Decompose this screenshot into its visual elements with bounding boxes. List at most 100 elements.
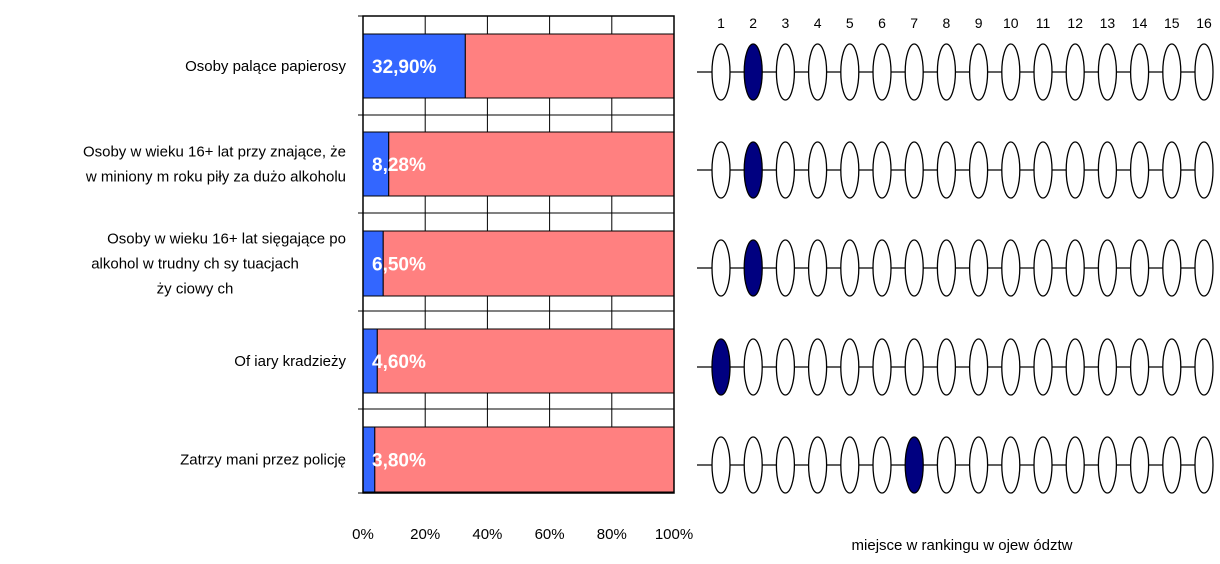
x-tick-label: 0% [352,526,374,543]
bar-data-label: 6,50% [372,255,426,276]
rank-marker [840,239,860,297]
rank-column-label: 2 [749,15,757,31]
category-label: Osoby w wieku 16+ lat sięgające po [107,231,346,248]
rank-marker [1097,436,1118,494]
rank-marker [743,338,763,396]
bar-remainder [374,426,675,493]
x-tick-label: 20% [410,526,440,543]
rank-marker [840,338,860,396]
rank-marker [904,43,924,101]
category-label: Osoby w wieku 16+ lat przy znające, że [83,144,346,161]
category-label: alkohol w trudny ch sy tuacjach [91,256,299,273]
category-label: Osoby palące papierosy [185,58,346,75]
rank-marker [1001,239,1021,297]
rank-marker [1033,338,1053,396]
rank-column-label: 5 [846,15,854,31]
rank-marker [1033,43,1053,101]
rank-column-label: 4 [814,15,822,31]
rank-marker [1065,239,1085,297]
rank-marker [1162,436,1182,494]
bar-data-label: 3,80% [372,451,426,472]
rank-marker [872,436,892,494]
bar-remainder [464,33,675,99]
x-tick-label: 80% [597,526,627,543]
rank-marker [904,239,924,297]
rank-marker [743,436,763,494]
category-label: ży ciowy ch [157,281,234,298]
rank-marker [1065,436,1085,494]
plot-frame [362,15,675,494]
rank-marker [904,141,924,199]
rank-marker [1001,141,1021,199]
rank-marker [1065,43,1085,101]
rank-marker [775,43,796,101]
rank-marker [1194,43,1214,101]
bar-chart: 0% 20% 40% 60% 80% 100% 32,90% Osoby palące pap… [83,15,693,543]
rank-marker [711,43,731,101]
rank-marker [807,338,828,396]
rank-column-label: 7 [910,15,918,31]
rank-marker [1097,43,1118,101]
rank-marker [840,141,860,199]
bar-remainder [388,131,675,197]
rank-marker [904,338,924,396]
rank-marker [936,141,957,199]
rank-marker [872,43,892,101]
rank-marker [807,239,828,297]
rank-marker [968,141,989,199]
rank-column-label: 1 [717,15,725,31]
rank-marker [807,141,828,199]
rank-marker [711,141,731,199]
rank-marker [1194,239,1214,297]
rank-marker [968,43,989,101]
rank-marker [968,436,989,494]
rank-column-label: 8 [943,15,951,31]
rank-marker [936,436,957,494]
rank-marker [807,43,828,101]
rank-marker [1033,436,1053,494]
bar-data-label: 32,90% [372,57,437,78]
rank-marker [775,239,796,297]
rank-column-label: 10 [1003,15,1019,31]
rank-marker [711,436,731,494]
rank-column-label: 6 [878,15,886,31]
rank-marker [1162,43,1182,101]
bar-share [362,33,466,99]
rank-marker [775,338,796,396]
bar-data-label: 4,60% [372,352,426,373]
rank-column-label: 9 [975,15,983,31]
rank-column-label: 3 [782,15,790,31]
rank-marker [1033,239,1053,297]
rank-marker-highlighted [743,239,763,297]
rank-marker [968,239,989,297]
bar-data-label: 8,28% [372,155,426,176]
bar-remainder [382,230,675,297]
ranking-axis-label: miejsce w rankingu w ojew ództw [852,537,1073,554]
x-tick-label: 40% [472,526,502,543]
rank-marker-highlighted [711,338,731,396]
rank-marker [872,141,892,199]
category-label: Zatrzy mani przez policję [180,452,346,469]
rank-marker [1194,338,1214,396]
rank-column-label: 14 [1132,15,1148,31]
rank-marker [1129,338,1150,396]
rank-marker [936,338,957,396]
rank-marker [1033,141,1053,199]
rank-marker-highlighted [743,43,763,101]
rank-marker-highlighted [904,436,924,494]
rank-marker [775,436,796,494]
rank-marker [807,436,828,494]
rank-marker [1162,338,1182,396]
x-tick-label: 100% [655,526,693,543]
rank-marker [775,141,796,199]
rank-marker [1065,141,1085,199]
rank-column-label: 13 [1100,15,1116,31]
rank-marker [1129,436,1150,494]
bar-share [362,131,390,197]
rank-marker [1194,436,1214,494]
rank-marker [1065,338,1085,396]
rank-marker [936,43,957,101]
